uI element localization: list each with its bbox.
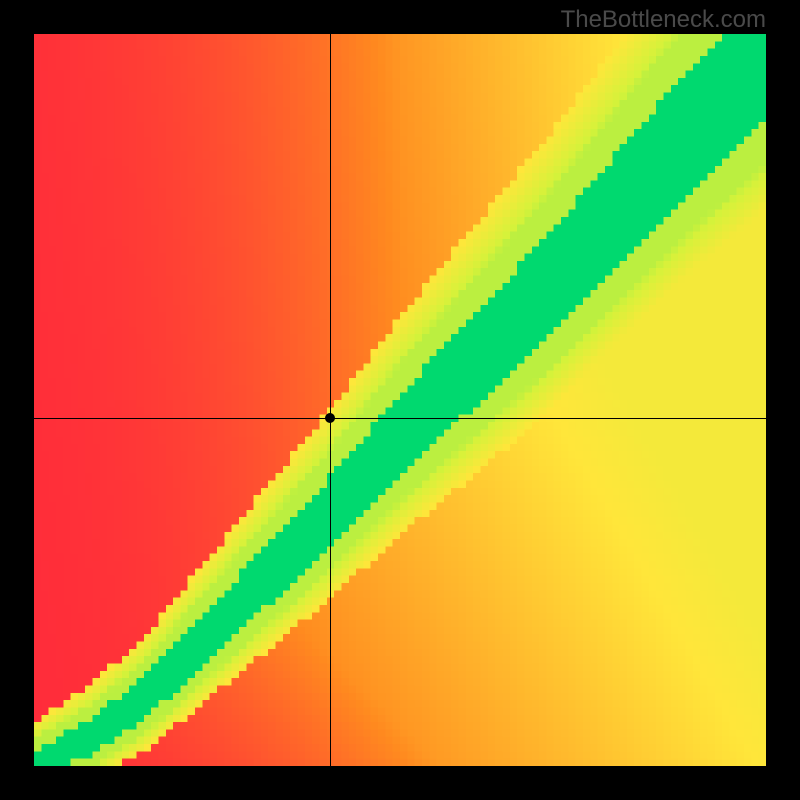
watermark-text: TheBottleneck.com xyxy=(561,6,766,34)
chart-container: TheBottleneck.com xyxy=(0,0,800,800)
crosshair-vertical xyxy=(330,34,331,766)
bottleneck-heatmap xyxy=(34,34,766,766)
crosshair-horizontal xyxy=(34,418,766,419)
